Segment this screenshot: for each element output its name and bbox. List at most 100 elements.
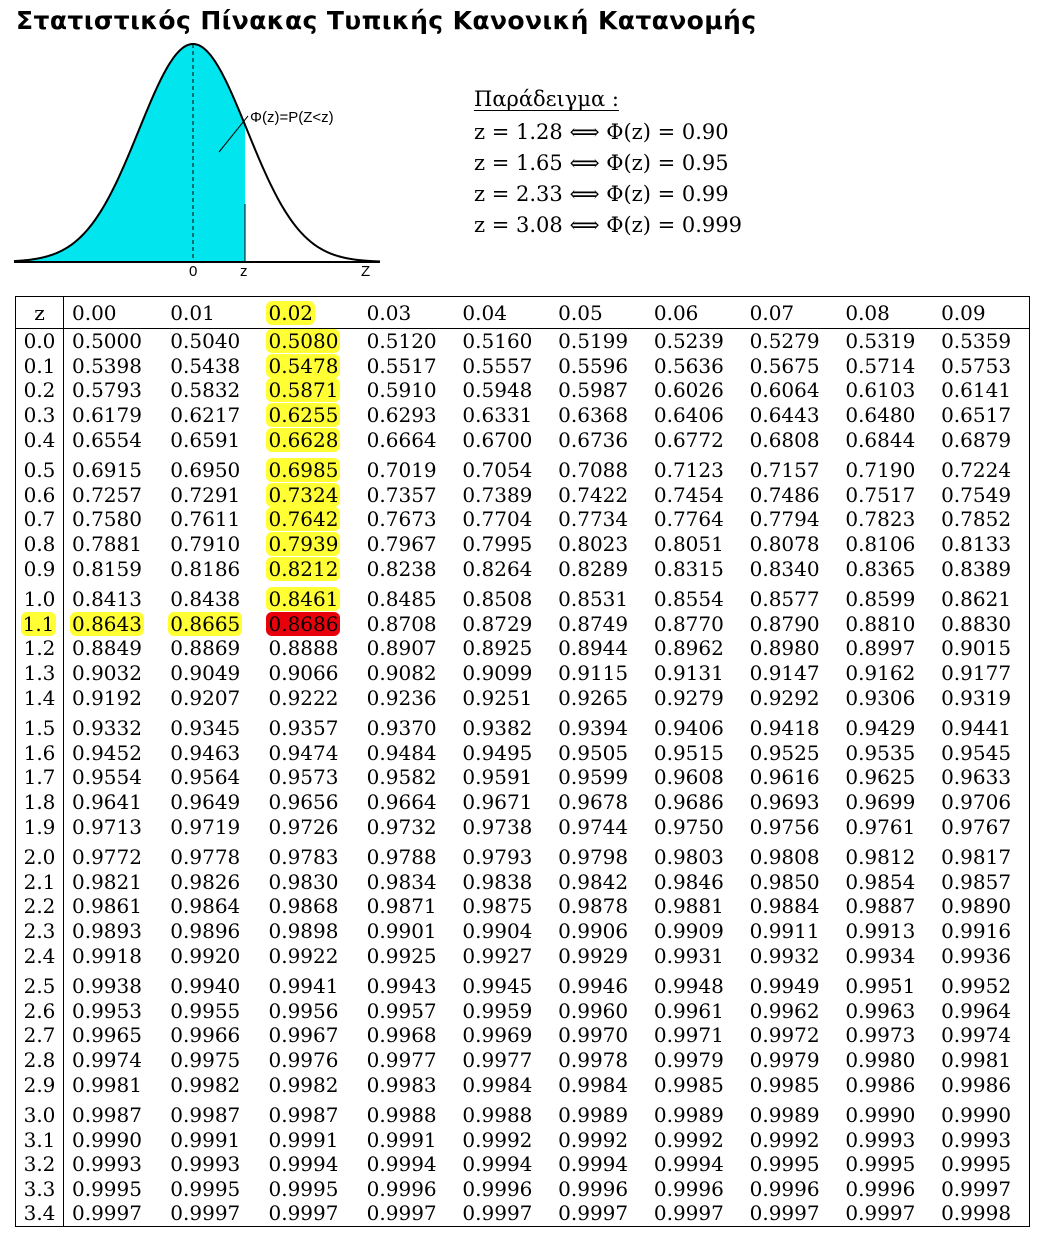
table-cell: 0.7088	[550, 452, 646, 483]
cell-value: 0.6736	[558, 427, 629, 452]
row-z-label: 1.4	[23, 685, 56, 710]
cell-value: 0.9222	[268, 685, 339, 710]
cell-value: 0.9991	[268, 1127, 339, 1152]
table-cell: 0.8643	[64, 611, 163, 637]
cell-value: 0.7764	[653, 507, 724, 532]
table-cell: 0.9983	[359, 1072, 455, 1097]
row-z-label: 2.5	[23, 974, 56, 999]
cell-value: 0.7995	[462, 532, 533, 557]
cell-value: 0.7910	[170, 532, 241, 557]
cell-value: 0.9987	[72, 1103, 142, 1128]
cell-value: 0.9953	[72, 998, 142, 1023]
cell-value: 0.9995	[268, 1176, 339, 1201]
table-cell: 0.7190	[837, 452, 933, 483]
table-cell: 0.5478	[260, 353, 358, 379]
table-cell: 0.9964	[933, 998, 1029, 1023]
cell-value: 0.9738	[462, 814, 533, 839]
cell-value: 0.6443	[749, 403, 820, 428]
row-z-label: 1.6	[23, 740, 56, 765]
table-cell: 0.9854	[837, 869, 933, 894]
cell-value: 0.5160	[462, 329, 533, 354]
table-cell: 0.9997	[260, 1201, 358, 1226]
cell-value: 0.9965	[72, 1023, 142, 1048]
row-z-label: 0.5	[23, 458, 56, 483]
cell-value: 0.7454	[653, 482, 724, 507]
table-cell: 0.5987	[550, 378, 646, 403]
table-cell: 0.9959	[454, 998, 550, 1023]
cell-value: 0.9988	[462, 1103, 533, 1128]
table-cell: 0.9066	[260, 661, 358, 686]
table-row: 1.8 0.9641 0.9649 0.9656 0.9664 0.9671 0.9678 0…	[15, 789, 1030, 815]
cell-value: 0.9961	[653, 998, 724, 1023]
table-cell: 0.9292	[742, 685, 838, 710]
cell-value: 0.7611	[170, 507, 241, 532]
table-cell: 0.7517	[837, 483, 933, 508]
cell-value: 0.9959	[462, 998, 533, 1023]
row-z-value: 2.8	[15, 1047, 64, 1073]
table-cell: 0.9986	[837, 1072, 933, 1097]
table-cell: 0.9821	[64, 869, 163, 894]
table-cell: 0.9147	[742, 661, 838, 686]
table-row: 0.8 0.7881 0.7910 0.7939 0.7967 0.7995 0.8023 0…	[15, 531, 1030, 557]
cell-value: 0.9992	[558, 1127, 629, 1152]
cell-value: 0.9803	[653, 845, 724, 870]
table-cell: 0.9834	[359, 869, 455, 894]
table-cell: 0.6591	[162, 427, 260, 452]
table-cell: 0.9962	[742, 998, 838, 1023]
table-cell: 0.9940	[162, 968, 260, 999]
table-cell: 0.9545	[933, 741, 1029, 766]
cell-value: 0.8790	[749, 611, 820, 636]
table-cell: 0.7054	[454, 452, 550, 483]
cell-value: 0.6664	[366, 427, 437, 452]
zero-label: 0	[189, 263, 197, 280]
cell-value: 0.9986	[941, 1072, 1012, 1097]
table-cell: 0.9767	[933, 814, 1029, 839]
table-cell: 0.9793	[454, 839, 550, 870]
column-header-label: 0.06	[653, 300, 699, 325]
table-cell: 0.6736	[550, 427, 646, 452]
table-cell: 0.7764	[646, 507, 742, 532]
cell-value: 0.9382	[462, 716, 533, 741]
cell-value: 0.9049	[170, 661, 241, 686]
cell-value: 0.9983	[366, 1072, 437, 1097]
cell-value: 0.9884	[749, 894, 820, 919]
cell-value: 0.9993	[845, 1127, 916, 1152]
cell-value: 0.5948	[462, 378, 533, 403]
table-cell: 0.9968	[359, 1023, 455, 1048]
cell-value: 0.9564	[170, 765, 241, 790]
cell-value: 0.9834	[366, 869, 437, 894]
cell-value: 0.9998	[941, 1201, 1012, 1226]
table-cell: 0.9994	[646, 1152, 742, 1177]
row-z-label: 0.2	[23, 378, 56, 403]
cell-value: 0.9441	[941, 716, 1012, 741]
cell-value: 0.9826	[170, 869, 241, 894]
table-cell: 0.9761	[837, 814, 933, 839]
table-cell: 0.7157	[742, 452, 838, 483]
table-cell: 0.8888	[260, 636, 358, 661]
cell-value: 0.9946	[558, 974, 629, 999]
cell-value: 0.5438	[170, 353, 241, 378]
table-row: 0.0 0.5000 0.5040 0.5080 0.5120 0.5160 0.5199 0…	[15, 328, 1030, 354]
table-cell: 0.9192	[64, 685, 163, 710]
cell-value: 0.9996	[462, 1176, 533, 1201]
row-z-value: 3.3	[15, 1176, 64, 1202]
table-cell: 0.6064	[742, 378, 838, 403]
table-cell: 0.5910	[359, 378, 455, 403]
cell-value: 0.9981	[72, 1072, 142, 1097]
table-cell: 0.8554	[646, 581, 742, 612]
table-cell: 0.9977	[454, 1048, 550, 1073]
row-z-value: 2.9	[15, 1072, 64, 1097]
table-cell: 0.8289	[550, 556, 646, 581]
cell-value: 0.9984	[558, 1072, 629, 1097]
table-cell: 0.9236	[359, 685, 455, 710]
table-cell: 0.8106	[837, 532, 933, 557]
table-cell: 0.9981	[64, 1072, 163, 1097]
table-cell: 0.7939	[260, 532, 358, 557]
cell-value: 0.9940	[170, 974, 241, 999]
cell-value: 0.7704	[462, 507, 533, 532]
cell-value: 0.9015	[941, 636, 1012, 661]
table-cell: 0.9778	[162, 839, 260, 870]
table-cell: 0.9993	[64, 1152, 163, 1177]
cell-value: 0.9955	[170, 998, 241, 1023]
table-cell: 0.9979	[646, 1048, 742, 1073]
